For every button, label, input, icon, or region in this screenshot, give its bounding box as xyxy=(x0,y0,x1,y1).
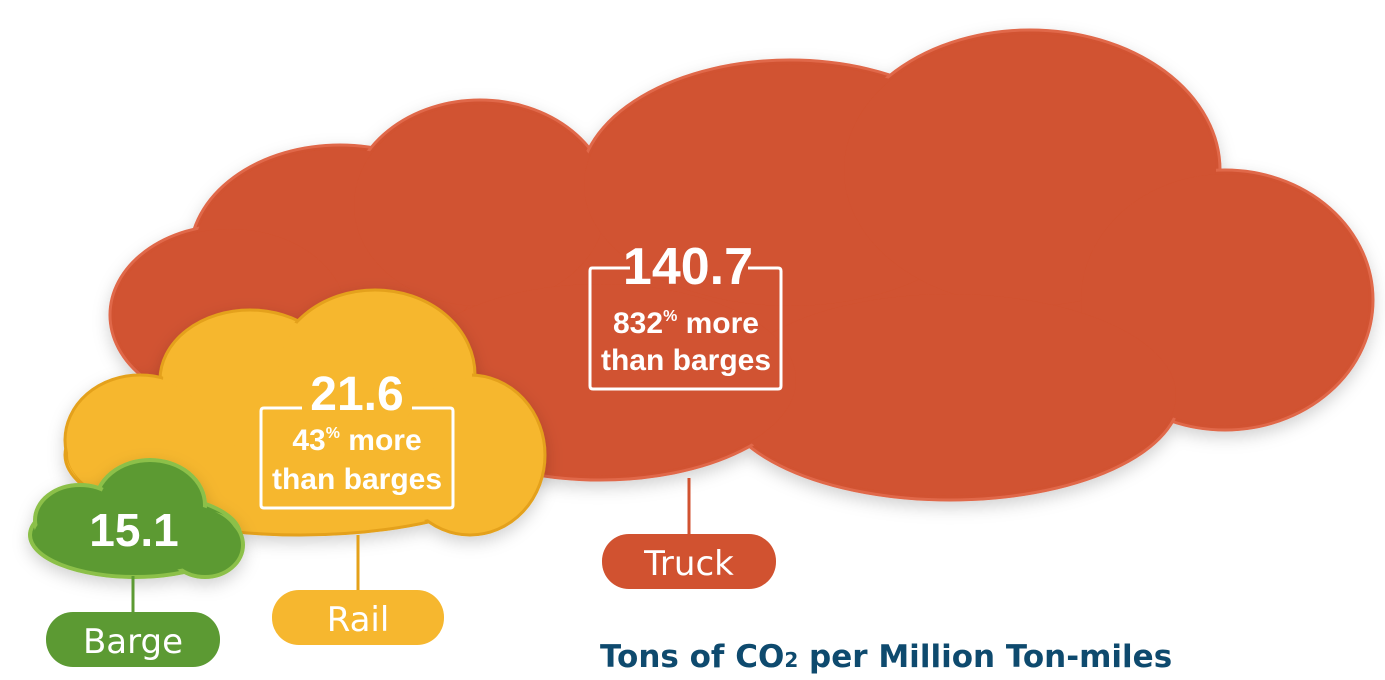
rail-comparison-line2: than barges xyxy=(272,463,442,496)
percent-sign: % xyxy=(326,425,340,442)
rail-comparison-box xyxy=(259,406,455,510)
barge-label: Barge xyxy=(83,622,183,662)
rail-label: Rail xyxy=(327,600,390,640)
barge-label-pill: Barge xyxy=(46,612,220,667)
truck-comparison-line2: than barges xyxy=(601,344,771,377)
truck-label: Truck xyxy=(643,544,734,584)
barge-value: 15.1 xyxy=(89,504,179,556)
truck-comparison-box xyxy=(588,266,783,391)
chart-title: Tons of CO2 per Million Ton-miles xyxy=(600,639,1172,675)
rail-value: 21.6 xyxy=(310,368,403,421)
truck-value: 140.7 xyxy=(623,238,753,296)
rail-comparison-line1: 43% more xyxy=(292,424,421,457)
rail-label-pill: Rail xyxy=(272,590,444,645)
percent-sign: % xyxy=(663,308,677,325)
truck-label-pill: Truck xyxy=(602,534,776,589)
barge-cloud xyxy=(28,458,245,579)
truck-comparison-line1: 832% more xyxy=(613,307,759,340)
